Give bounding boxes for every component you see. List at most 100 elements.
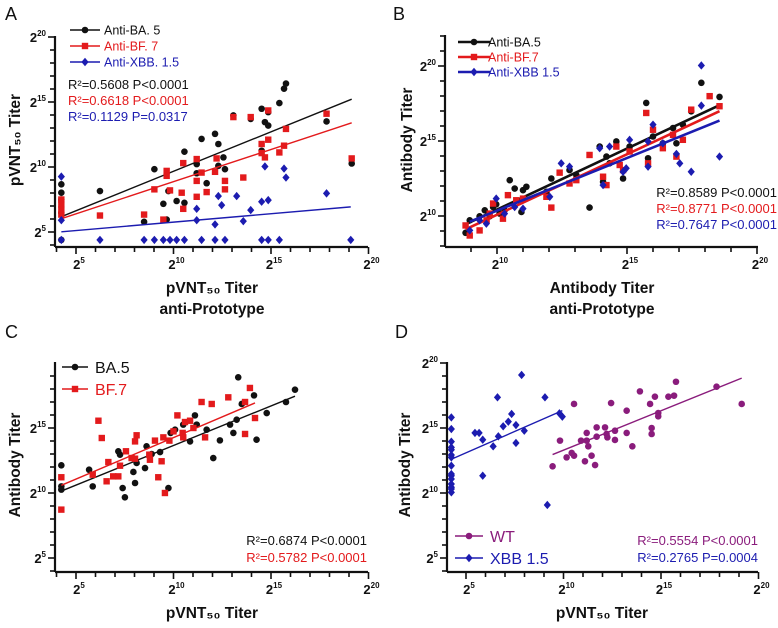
data-point [500, 209, 509, 218]
legend-marker [470, 38, 478, 46]
data-point [573, 176, 580, 184]
legend-entry: Anti-BA. 5 [70, 24, 160, 38]
series-wt [549, 377, 745, 470]
x-tick-label: 215 [622, 256, 639, 272]
y-tick-label: 215 [420, 133, 437, 149]
data-point [240, 174, 247, 181]
data-point [203, 179, 210, 187]
data-point [548, 175, 555, 182]
data-point [220, 154, 227, 161]
data-point [570, 452, 578, 460]
legend-entry: Anti-BA.5 [458, 36, 541, 50]
tick-exponent: 10 [37, 159, 46, 168]
data-point [119, 484, 126, 492]
data-point [276, 149, 283, 156]
data-point [599, 173, 607, 180]
data-point [265, 136, 272, 143]
data-point [151, 437, 159, 444]
regression-line [61, 98, 352, 218]
legend-marker [465, 553, 473, 563]
data-point [105, 458, 112, 466]
legend-label: WT [490, 529, 515, 546]
tick-base: 2 [422, 421, 429, 436]
data-point [116, 451, 124, 458]
tick-base: 2 [420, 134, 427, 149]
tick-exponent: 5 [80, 256, 85, 265]
data-point [604, 434, 611, 441]
data-point [623, 429, 630, 437]
data-point [644, 162, 652, 171]
data-point [247, 113, 254, 121]
data-point [519, 204, 527, 213]
data-point [250, 392, 258, 399]
legend-marker [71, 385, 79, 393]
legend-entry: WT [455, 529, 515, 546]
data-point [447, 445, 455, 454]
x-axis-label: Antibody Titer [550, 280, 655, 297]
data-point [163, 167, 170, 175]
data-point [447, 424, 455, 434]
regression-stats: R²=0.6618 P<0.0001 [68, 93, 189, 108]
legend-entry: BA.5 [62, 360, 130, 377]
data-point [479, 435, 487, 444]
data-point [607, 399, 615, 407]
y-tick-label: 210 [30, 485, 47, 501]
data-point [258, 105, 265, 113]
data-point [173, 235, 181, 245]
regression-line [451, 409, 563, 460]
regression-line [61, 122, 352, 220]
series-bf-7 [58, 384, 259, 513]
data-point [180, 159, 187, 167]
data-point [160, 434, 167, 441]
data-point [447, 474, 455, 484]
legend-label: Anti-BA.5 [488, 36, 541, 50]
data-point [676, 159, 684, 168]
y-tick-label: 210 [422, 485, 439, 501]
data-point [258, 197, 266, 206]
tick-base: 2 [30, 486, 37, 501]
data-point [570, 400, 578, 408]
data-point [280, 164, 288, 173]
data-point [221, 177, 229, 185]
regression-stats: R²=0.5608 P<0.0001 [68, 77, 189, 92]
data-point [230, 113, 237, 121]
data-point [131, 479, 139, 487]
y-tick-label: 215 [30, 94, 47, 110]
data-point [198, 398, 205, 406]
data-point [57, 216, 65, 225]
data-point [103, 478, 110, 485]
data-point [170, 428, 177, 435]
data-point [130, 468, 137, 476]
data-point [556, 437, 564, 444]
data-point [258, 140, 265, 148]
data-point [161, 489, 169, 497]
y-axis-label: Antibody Titer [399, 88, 416, 193]
data-point [659, 144, 667, 152]
tick-base: 2 [30, 160, 37, 175]
data-point [221, 165, 229, 173]
data-point [264, 235, 272, 245]
data-point [96, 212, 104, 219]
data-point [619, 167, 627, 176]
data-point [670, 392, 678, 399]
data-point [447, 461, 455, 470]
legend-label: BA.5 [95, 360, 130, 377]
data-point [622, 164, 630, 173]
legend-label: BF.7 [95, 382, 127, 399]
data-point [211, 168, 219, 176]
data-point [179, 429, 186, 437]
data-point [499, 215, 507, 222]
tick-exponent: 5 [470, 581, 475, 590]
tick-exponent: 15 [37, 94, 46, 103]
data-point [698, 79, 705, 87]
data-point [323, 110, 330, 117]
data-point [648, 424, 655, 432]
data-point [163, 172, 170, 180]
x-tick-label: 220 [363, 581, 380, 597]
data-point [611, 436, 619, 444]
data-point [626, 148, 633, 155]
x-tick-label: 25 [73, 256, 85, 272]
tick-exponent: 15 [273, 256, 282, 265]
regression-stats: R²=0.2765 P=0.0004 [637, 550, 758, 565]
